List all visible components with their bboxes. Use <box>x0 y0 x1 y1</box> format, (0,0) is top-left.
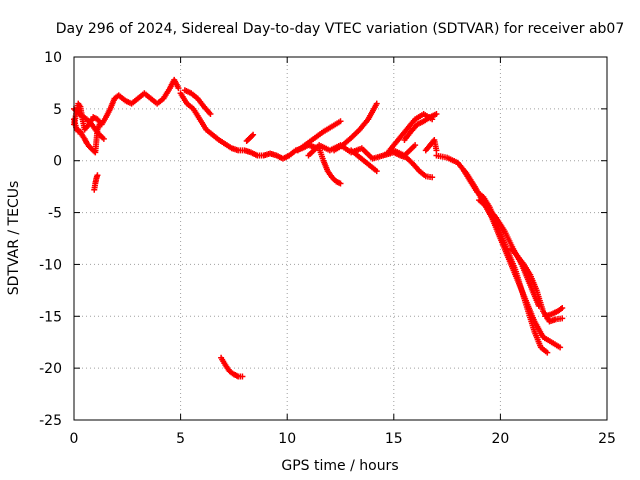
data-point <box>544 349 551 356</box>
data-point <box>96 121 103 128</box>
series-arc-14h-drop <box>348 147 380 175</box>
x-tick-label: 0 <box>70 431 79 447</box>
grid <box>74 57 607 420</box>
data-point <box>239 373 246 380</box>
data-point <box>373 168 380 175</box>
series-arc-early-mid <box>71 105 107 142</box>
x-tick-label: 5 <box>176 431 185 447</box>
y-tick-label: -15 <box>39 309 62 325</box>
data-point <box>429 174 436 181</box>
tick-labels: 0 5 10 15 20 25 -25 -20 -15 -10 -5 0 5 10 <box>39 50 616 447</box>
x-tick-label: 15 <box>385 431 403 447</box>
x-tick-label: 20 <box>491 431 509 447</box>
series-arc-main-early <box>71 76 182 133</box>
series-arc-late-end <box>542 304 566 320</box>
data-point <box>559 315 566 322</box>
x-tick-label: 25 <box>598 431 616 447</box>
series-arc-evening-d <box>508 245 566 325</box>
data-point <box>373 100 380 107</box>
series-arc-morning-upper <box>181 87 214 118</box>
y-tick-label: 5 <box>53 102 62 118</box>
series-arc-16h-loop <box>422 136 440 154</box>
data-point <box>433 111 440 118</box>
series-arc-noon-rise <box>294 118 344 154</box>
series-arc-14h-rise <box>331 100 380 154</box>
series-arc-8h-short <box>243 131 257 145</box>
y-tick-label: -25 <box>39 413 62 429</box>
data-point <box>250 131 257 138</box>
data-point <box>337 180 344 187</box>
y-tick-label: -10 <box>39 257 62 273</box>
series-arc-noon-drop <box>316 145 344 187</box>
data-point <box>557 344 564 351</box>
y-tick-label: 10 <box>44 50 62 66</box>
series-arc-low-7h <box>218 354 246 380</box>
x-tick-label: 10 <box>278 431 296 447</box>
series-arc-evening-a <box>433 152 564 351</box>
data-point <box>207 111 214 118</box>
data-point <box>559 304 566 311</box>
y-tick-label: 0 <box>53 154 62 170</box>
data-point <box>100 135 107 142</box>
plot-area <box>71 76 566 380</box>
x-axis-label: GPS time / hours <box>281 458 398 474</box>
data-point <box>175 85 182 92</box>
y-axis-label: SDTVAR / TECUs <box>6 181 22 296</box>
data-point <box>412 142 419 149</box>
y-tick-label: -20 <box>39 361 62 377</box>
series-arc-morning-5h <box>177 90 318 162</box>
plot-frame <box>73 56 608 421</box>
data-point <box>337 118 344 125</box>
data-point <box>94 172 101 179</box>
data-point <box>249 132 256 139</box>
series-arc-short-1h <box>91 172 101 193</box>
chart-title: Day 296 of 2024, Sidereal Day-to-day VTE… <box>56 21 625 37</box>
series-arc-16h-upper <box>401 111 440 143</box>
y-tick-label: -5 <box>48 206 62 222</box>
axis-ticks <box>73 56 608 421</box>
data-point <box>433 147 440 154</box>
